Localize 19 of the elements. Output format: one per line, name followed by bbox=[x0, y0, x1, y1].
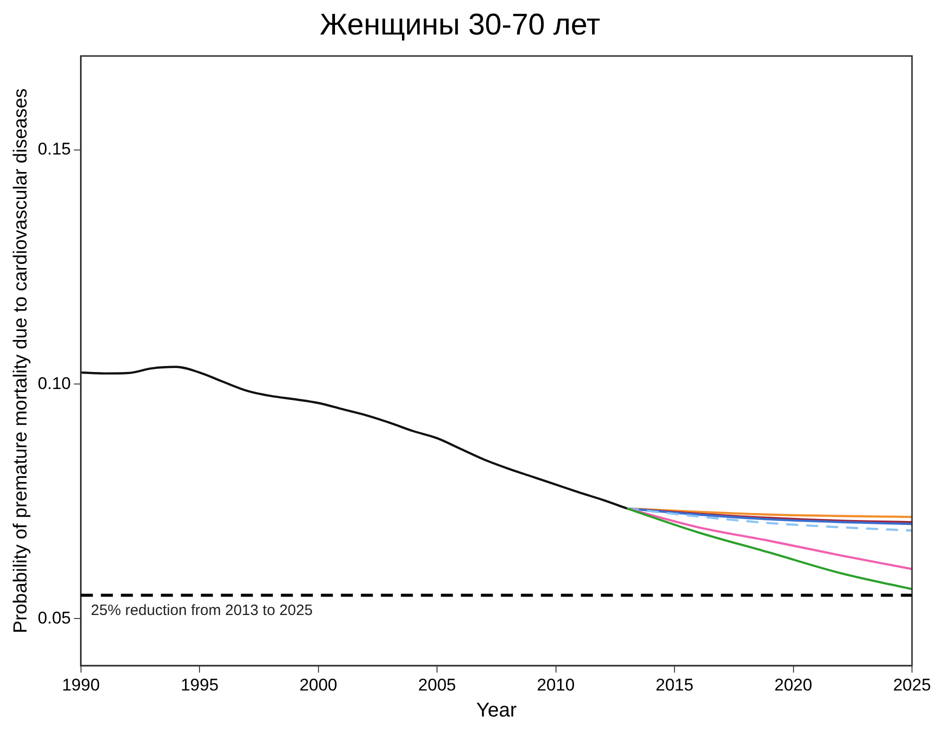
ref-line-label: 25% reduction from 2013 to 2025 bbox=[90, 602, 313, 619]
y-tick-label: 0.05 bbox=[38, 608, 71, 628]
x-tick-label: 2010 bbox=[536, 675, 575, 694]
y-tick-label: 0.15 bbox=[38, 139, 71, 158]
x-tick-label: 2025 bbox=[893, 675, 931, 694]
x-tick-label: 2015 bbox=[656, 675, 694, 694]
y-tick-label: 0.10 bbox=[38, 374, 71, 393]
line-series bbox=[626, 507, 912, 570]
line-series bbox=[626, 507, 912, 590]
x-tick-label: 2005 bbox=[418, 675, 456, 694]
y-axis-title: Probability of premature mortality due to cardiovascular diseases bbox=[10, 88, 32, 634]
x-tick-label: 2020 bbox=[774, 675, 812, 694]
line-series bbox=[80, 366, 628, 510]
x-tick-label: 1990 bbox=[62, 675, 100, 694]
chart-title: Женщины 30-70 лет bbox=[320, 8, 600, 42]
x-axis-title: Year bbox=[476, 700, 517, 722]
x-tick-label: 1995 bbox=[180, 675, 219, 694]
line-series bbox=[626, 507, 912, 532]
x-tick-label: 2000 bbox=[299, 675, 338, 694]
